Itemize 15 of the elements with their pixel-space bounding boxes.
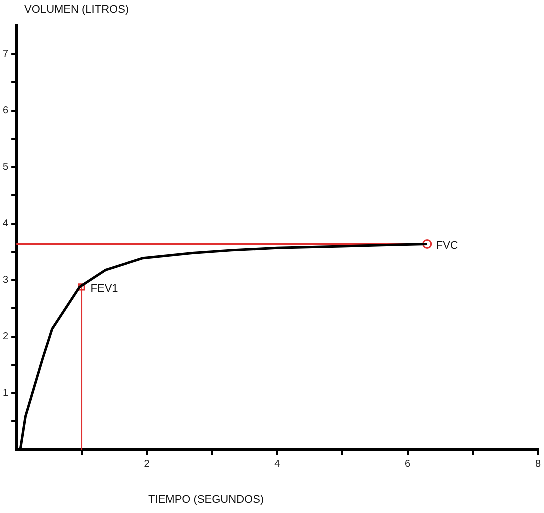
x-tick-label: 4 <box>274 458 281 470</box>
x-tick-label: 2 <box>144 458 150 470</box>
x-axis-title: TIEMPO (SEGUNDOS) <box>148 494 264 506</box>
y-tick-label: 5 <box>3 162 9 174</box>
y-tick-label: 4 <box>3 218 9 230</box>
y-tick-label: 1 <box>3 388 9 400</box>
x-tick-label: 8 <box>535 458 542 470</box>
y-tick-label: 2 <box>3 332 9 343</box>
y-tick-label: 7 <box>3 49 9 60</box>
x-tick-label: 6 <box>405 458 412 470</box>
annotation: FEV1 <box>90 283 118 296</box>
annotation: FVC <box>436 240 458 252</box>
y-axis-title: VOLUMEN (LITROS) <box>24 4 130 16</box>
y-tick-label: 3 <box>3 275 9 286</box>
y-tick-label: 6 <box>3 106 9 117</box>
